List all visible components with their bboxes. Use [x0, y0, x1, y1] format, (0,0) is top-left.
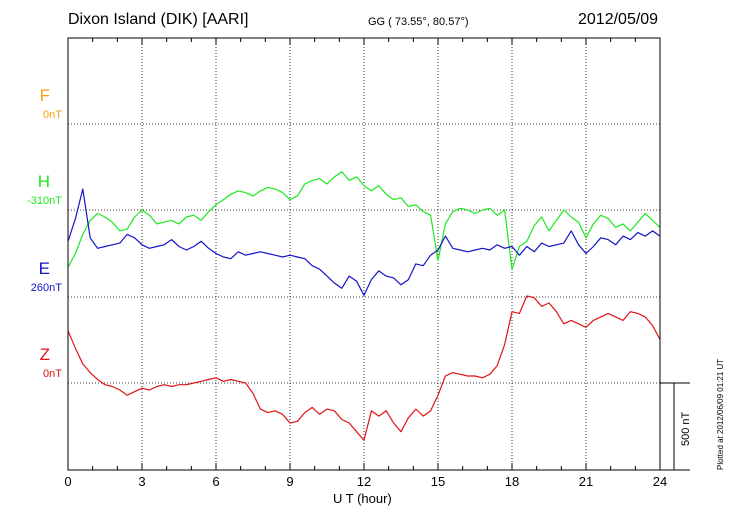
x-tick-label: 15 — [430, 474, 446, 489]
plotted-timestamp: Plotted at 2012/06/09 01:21 UT — [716, 358, 725, 470]
grid-lines — [68, 38, 660, 470]
x-tick-label: 21 — [578, 474, 594, 489]
channel-label-z: Z — [39, 345, 50, 364]
x-axis-label: U T (hour) — [333, 491, 392, 506]
x-tick-label: 3 — [138, 474, 146, 489]
series-lines — [67, 171, 661, 441]
channel-label-f: F — [39, 86, 50, 105]
x-tick-label: 12 — [356, 474, 372, 489]
station-coordinates: GG ( 73.55°, 80.57°) — [368, 16, 469, 28]
x-tick-label: 6 — [212, 474, 220, 489]
x-tick-label: 24 — [652, 474, 668, 489]
series-line-e — [67, 188, 661, 296]
series-line-h — [67, 171, 661, 270]
channel-baseline-z: 0nT — [43, 368, 62, 380]
station-title: Dixon Island (DIK) [AARI] — [68, 11, 249, 28]
scale-bar — [660, 382, 690, 471]
chart-date: 2012/05/09 — [578, 11, 659, 28]
channel-baseline-f: 0nT — [43, 109, 62, 121]
x-tick-label: 9 — [286, 474, 294, 489]
channel-label-e: E — [38, 259, 50, 278]
channel-baseline-h: -310nT — [27, 195, 62, 207]
axis-ticks — [67, 38, 661, 470]
channel-label-h: H — [37, 172, 50, 191]
series-line-z — [67, 295, 661, 441]
x-tick-label: 0 — [64, 474, 72, 489]
x-tick-label: 18 — [504, 474, 520, 489]
scale-bar-label: 500 nT — [680, 411, 692, 446]
channel-baseline-e: 260nT — [30, 282, 62, 294]
